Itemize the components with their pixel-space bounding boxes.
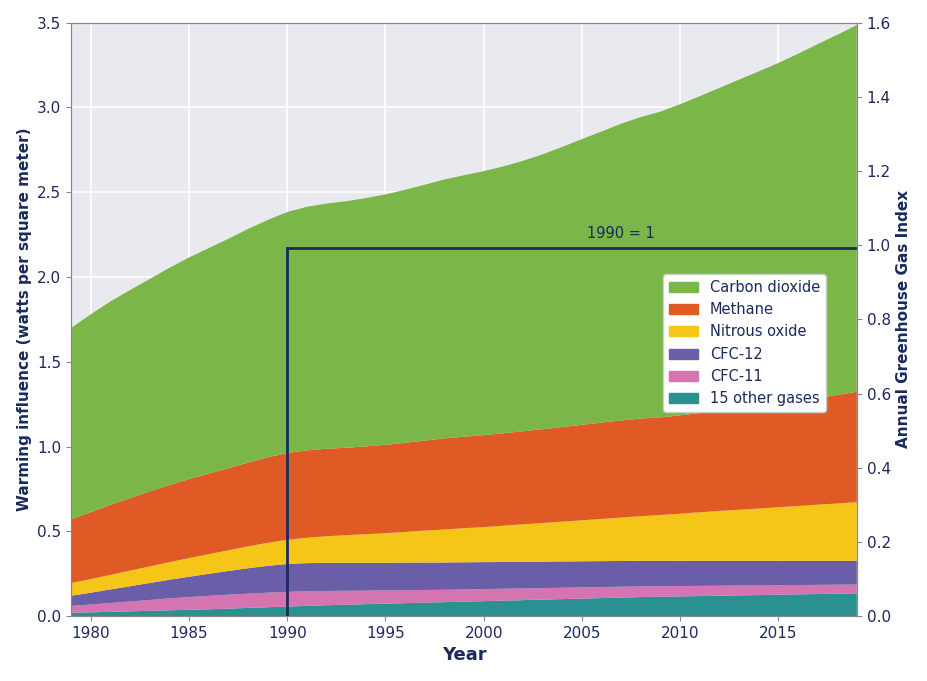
Text: 1990 = 1: 1990 = 1 [587,226,654,241]
Y-axis label: Annual Greenhouse Gas Index: Annual Greenhouse Gas Index [895,190,910,448]
Y-axis label: Warming influence (watts per square meter): Warming influence (watts per square mete… [17,127,32,511]
X-axis label: Year: Year [441,646,486,665]
Legend: Carbon dioxide, Methane, Nitrous oxide, CFC-12, CFC-11, 15 other gases: Carbon dioxide, Methane, Nitrous oxide, … [663,274,825,412]
